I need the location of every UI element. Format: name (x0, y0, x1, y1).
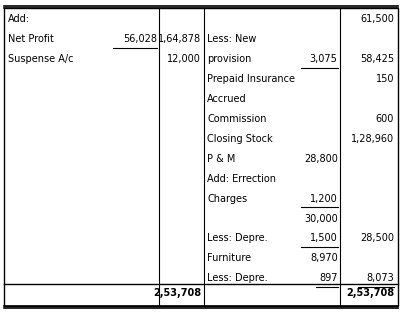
Text: 61,500: 61,500 (359, 14, 393, 24)
Text: Add: Errection: Add: Errection (207, 174, 275, 184)
Text: 1,64,878: 1,64,878 (158, 34, 200, 44)
Text: Closing Stock: Closing Stock (207, 134, 272, 144)
Text: Charges: Charges (207, 193, 247, 203)
Text: 600: 600 (375, 114, 393, 124)
Text: 3,075: 3,075 (309, 54, 337, 64)
Text: Less: Depre.: Less: Depre. (207, 234, 267, 243)
Text: Furniture: Furniture (207, 253, 251, 263)
Text: 58,425: 58,425 (359, 54, 393, 64)
Text: 8,073: 8,073 (365, 273, 393, 283)
Text: 8,970: 8,970 (309, 253, 337, 263)
Text: Less: Depre.: Less: Depre. (207, 273, 267, 283)
Text: Less: New: Less: New (207, 34, 256, 44)
Text: 150: 150 (375, 74, 393, 84)
Text: 1,28,960: 1,28,960 (350, 134, 393, 144)
Text: Add:: Add: (8, 14, 30, 24)
Text: 897: 897 (318, 273, 337, 283)
Text: 28,800: 28,800 (303, 154, 337, 164)
Text: 2,53,708: 2,53,708 (152, 288, 200, 298)
Text: 1,200: 1,200 (309, 193, 337, 203)
Text: 2,53,708: 2,53,708 (345, 288, 393, 298)
Text: P & M: P & M (207, 154, 235, 164)
Text: 56,028: 56,028 (122, 34, 156, 44)
Text: Suspense A/c: Suspense A/c (8, 54, 73, 64)
Text: 12,000: 12,000 (167, 54, 200, 64)
Text: 28,500: 28,500 (359, 234, 393, 243)
Text: Accrued: Accrued (207, 94, 246, 104)
Text: 1,500: 1,500 (309, 234, 337, 243)
Text: Prepaid Insurance: Prepaid Insurance (207, 74, 294, 84)
Text: Net Profit: Net Profit (8, 34, 54, 44)
Text: 30,000: 30,000 (303, 214, 337, 224)
Text: provision: provision (207, 54, 251, 64)
Text: Commission: Commission (207, 114, 266, 124)
